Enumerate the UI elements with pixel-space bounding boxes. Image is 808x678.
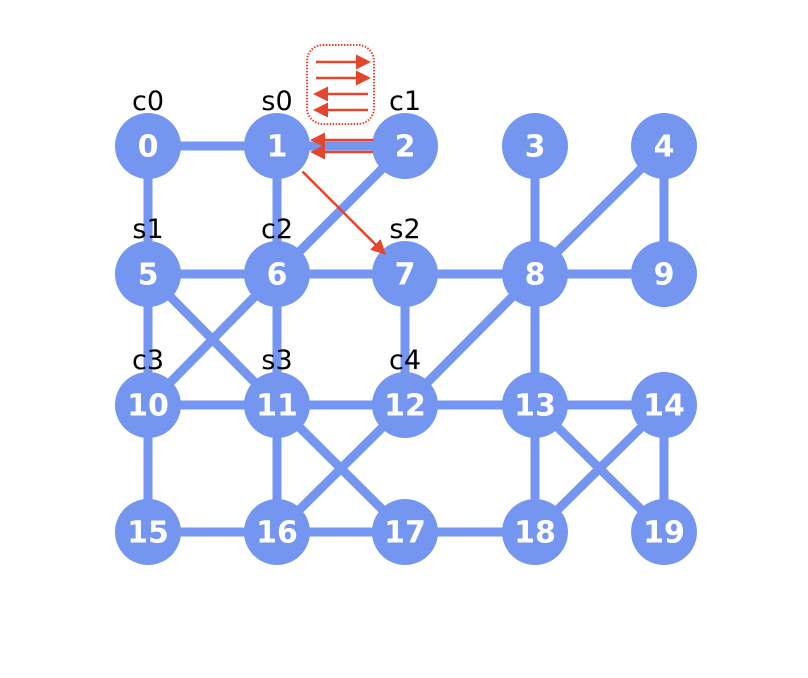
node-circle: [244, 372, 310, 438]
node-6: 6: [244, 241, 310, 307]
node-circle: [502, 241, 568, 307]
role-label-s3: s3: [261, 345, 292, 376]
node-circle: [244, 241, 310, 307]
node-circle: [244, 499, 310, 565]
node-label: 19: [643, 516, 685, 551]
node-4: 4: [631, 113, 697, 179]
node-19: 19: [631, 499, 697, 565]
node-circle: [115, 499, 181, 565]
role-label-s0: s0: [261, 86, 292, 117]
node-label: 3: [525, 130, 546, 165]
node-label: 0: [138, 130, 159, 165]
node-label: 10: [127, 389, 169, 424]
node-17: 17: [372, 499, 438, 565]
node-circle: [502, 113, 568, 179]
node-12: 12: [372, 372, 438, 438]
arrows-layer: [301, 132, 386, 255]
arrow-1-7: [301, 170, 386, 255]
node-circle: [115, 113, 181, 179]
node-9: 9: [631, 241, 697, 307]
node-circle: [372, 499, 438, 565]
node-label: 11: [256, 389, 298, 424]
node-circle: [372, 113, 438, 179]
node-label: 17: [384, 516, 426, 551]
node-16: 16: [244, 499, 310, 565]
node-label: 13: [514, 389, 556, 424]
node-label: 4: [654, 130, 675, 165]
node-10: 10: [115, 372, 181, 438]
node-label: 5: [138, 258, 159, 293]
role-labels-layer: c0 s0 c1 s1 c2 s2 c3 s3 c4: [132, 86, 421, 376]
role-label-c4: c4: [389, 345, 421, 376]
role-label-c1: c1: [389, 86, 421, 117]
node-label: 1: [267, 130, 288, 165]
node-label: 12: [384, 389, 426, 424]
edges-layer: [143, 141, 669, 537]
node-circle: [115, 241, 181, 307]
node-8: 8: [502, 241, 568, 307]
role-label-c0: c0: [132, 86, 164, 117]
node-label: 6: [267, 258, 288, 293]
node-13: 13: [502, 372, 568, 438]
role-label-s1: s1: [132, 214, 163, 245]
node-2: 2: [372, 113, 438, 179]
node-11: 11: [244, 372, 310, 438]
node-7: 7: [372, 241, 438, 307]
node-18: 18: [502, 499, 568, 565]
node-circle: [244, 113, 310, 179]
role-label-c2: c2: [261, 214, 293, 245]
node-1: 1: [244, 113, 310, 179]
node-circle: [372, 241, 438, 307]
node-circle: [502, 499, 568, 565]
node-circle: [115, 372, 181, 438]
role-label-s2: s2: [389, 214, 420, 245]
node-3: 3: [502, 113, 568, 179]
node-label: 7: [395, 258, 416, 293]
arrow-legend: [306, 44, 375, 125]
node-label: 15: [127, 516, 169, 551]
node-circle: [631, 499, 697, 565]
role-label-c3: c3: [132, 345, 164, 376]
node-5: 5: [115, 241, 181, 307]
node-15: 15: [115, 499, 181, 565]
legend-box: [306, 44, 375, 125]
node-circle: [631, 372, 697, 438]
node-14: 14: [631, 372, 697, 438]
node-circle: [631, 113, 697, 179]
node-label: 2: [395, 130, 416, 165]
node-circle: [372, 372, 438, 438]
node-label: 18: [514, 516, 556, 551]
node-circle: [631, 241, 697, 307]
node-0: 0: [115, 113, 181, 179]
node-label: 8: [525, 258, 546, 293]
node-label: 16: [256, 516, 298, 551]
node-label: 14: [643, 389, 685, 424]
node-label: 9: [654, 258, 675, 293]
node-circle: [502, 372, 568, 438]
